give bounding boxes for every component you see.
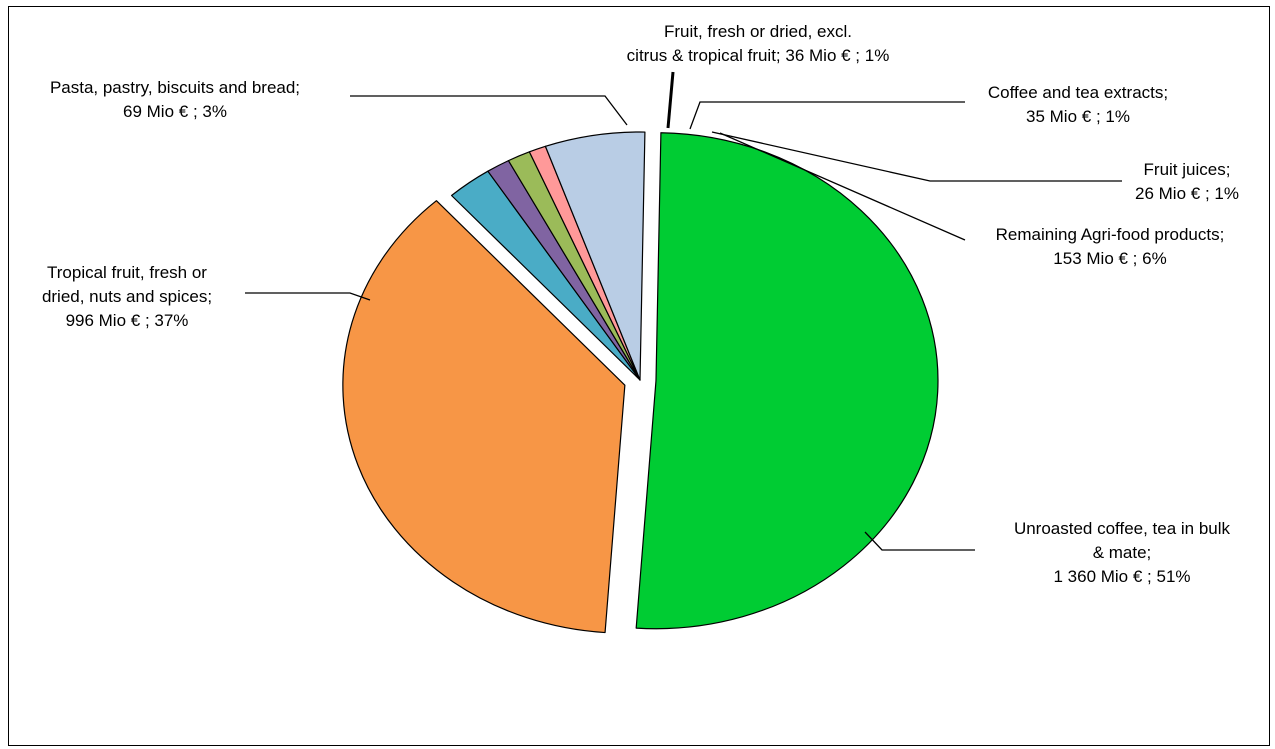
data-label-line: 26 Mio € ; 1% — [1135, 184, 1239, 203]
pie-slices — [342, 131, 939, 634]
data-label: Pasta, pastry, biscuits and bread; 69 Mio… — [50, 78, 300, 121]
data-label-line: Coffee and tea extracts; — [988, 83, 1168, 102]
data-label-line: & mate; — [1093, 543, 1152, 562]
data-label-line: 1 360 Mio € ; 51% — [1053, 567, 1190, 586]
data-label-line: dried, nuts and spices; — [42, 287, 212, 306]
leader-line — [689, 101, 965, 130]
pie-slice — [544, 131, 646, 381]
leader-line — [719, 132, 966, 241]
pie-slice — [342, 200, 626, 634]
data-labels: Unroasted coffee, tea in bulk & mate; 1 36… — [42, 22, 1239, 586]
leader-line — [864, 531, 975, 551]
data-label: Remaining Agri-food products; 153 Mio € ;… — [996, 225, 1225, 268]
data-label: Tropical fruit, fresh or dried, nuts and … — [42, 263, 212, 330]
data-label-line: Fruit, fresh or dried, excl. — [664, 22, 852, 41]
data-label-line: 35 Mio € ; 1% — [1026, 107, 1130, 126]
pie-slice — [635, 132, 939, 630]
data-label-line: 69 Mio € ; 3% — [123, 102, 227, 121]
leader-line — [666, 71, 675, 129]
data-label-line: Tropical fruit, fresh or — [47, 263, 207, 282]
leader-line — [350, 95, 628, 126]
data-label: Fruit, fresh or dried, excl. citrus & tro… — [627, 22, 890, 65]
data-label-line: 153 Mio € ; 6% — [1053, 249, 1166, 268]
leader-line — [711, 131, 1122, 182]
data-label-line: Unroasted coffee, tea in bulk — [1014, 519, 1231, 538]
leader-lines — [245, 71, 1122, 551]
data-label: Fruit juices; 26 Mio € ; 1% — [1135, 160, 1239, 203]
leader-line — [245, 292, 371, 301]
data-label-line: 996 Mio € ; 37% — [66, 311, 189, 330]
data-label-line: Remaining Agri-food products; — [996, 225, 1225, 244]
data-label-line: Pasta, pastry, biscuits and bread; — [50, 78, 300, 97]
data-label: Unroasted coffee, tea in bulk & mate; 1 36… — [1014, 519, 1231, 586]
data-label-line: Fruit juices; — [1144, 160, 1231, 179]
data-label-line: citrus & tropical fruit; 36 Mio € ; 1% — [627, 46, 890, 65]
data-label: Coffee and tea extracts; 35 Mio € ; 1% — [988, 83, 1168, 126]
